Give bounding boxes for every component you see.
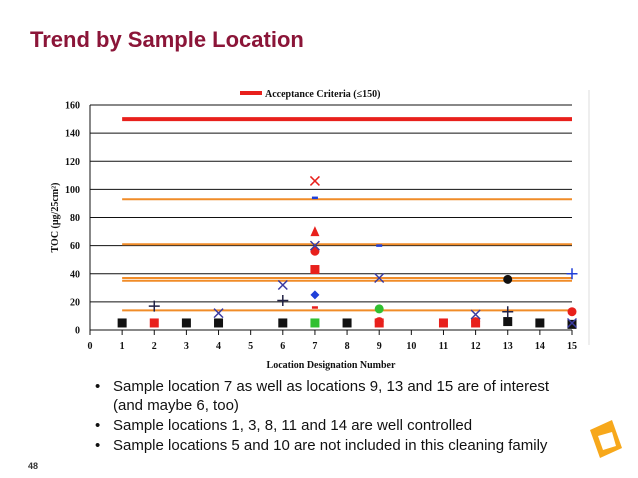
- x-tick-label: 3: [184, 341, 189, 352]
- point: [309, 175, 320, 186]
- point: [310, 246, 320, 256]
- y-tick-label: 160: [65, 101, 80, 112]
- x-tick-label: 14: [535, 341, 545, 352]
- x-tick-label: 0: [88, 341, 93, 352]
- bullet-dot: •: [95, 417, 100, 434]
- y-tick-label: 120: [65, 157, 80, 168]
- point: [566, 268, 578, 280]
- x-tick-label: 6: [280, 341, 285, 352]
- bullet-line: Sample locations 1, 3, 8, 11 and 14 are …: [113, 417, 472, 434]
- page-number: 48: [28, 461, 38, 471]
- point: [374, 317, 384, 327]
- y-tick-label: 140: [65, 129, 80, 140]
- y-tick-label: 40: [70, 269, 80, 280]
- x-tick-label: 15: [567, 341, 577, 352]
- x-tick-label: 13: [503, 341, 513, 352]
- point: [213, 308, 224, 319]
- point: [309, 240, 320, 251]
- point: [438, 318, 448, 328]
- bullet-dot: •: [95, 437, 100, 454]
- point: [310, 265, 320, 275]
- point: [310, 318, 320, 328]
- point: [310, 226, 320, 237]
- bullet-text: Sample location 7 as well as locations 9…: [113, 378, 550, 414]
- slide-title: Trend by Sample Location: [30, 27, 304, 52]
- bullets: • Sample location 7 as well as locations …: [95, 378, 550, 454]
- x-tick-label: 2: [152, 341, 157, 352]
- point: [214, 318, 224, 328]
- logo: [590, 420, 622, 458]
- y-tick-label: 20: [70, 297, 80, 308]
- point: [535, 318, 545, 328]
- point: [566, 317, 578, 328]
- point: [470, 309, 481, 320]
- point: [567, 307, 577, 317]
- legend-label: Acceptance Criteria (≤150): [265, 89, 380, 100]
- bullet-line: Sample locations 5 and 10 are not includ…: [113, 437, 548, 454]
- point: [567, 319, 577, 329]
- point: [277, 294, 289, 306]
- point: [117, 318, 127, 328]
- point: [374, 304, 384, 314]
- point: [342, 318, 352, 328]
- point: [502, 306, 514, 318]
- y-axis-label: TOC (μg/25cm²): [50, 183, 61, 253]
- point: [374, 272, 385, 283]
- y-tick-label: 100: [65, 185, 80, 196]
- x-tick-label: 7: [312, 341, 317, 352]
- bullet-text: Sample locations 5 and 10 are not includ…: [113, 437, 548, 454]
- x-axis-label: Location Designation Number: [267, 360, 396, 371]
- bullet-line: Sample location 7 as well as locations 9…: [113, 378, 550, 395]
- point: [471, 317, 481, 327]
- point: [278, 318, 288, 328]
- bullet-text: Sample locations 1, 3, 8, 11 and 14 are …: [113, 417, 472, 434]
- x-tick-label: 1: [120, 341, 125, 352]
- x-tick-label: 4: [216, 341, 221, 352]
- point: [181, 318, 191, 328]
- x-tick-label: 11: [439, 341, 448, 352]
- point: [503, 317, 513, 327]
- y-tick-label: 60: [70, 241, 80, 252]
- x-tick-label: 12: [471, 341, 481, 352]
- x-tick-label: 9: [377, 341, 382, 352]
- bullet-line: (and maybe 6, too): [113, 397, 239, 414]
- x-tick-label: 8: [345, 341, 350, 352]
- bullet-dot: •: [95, 378, 100, 395]
- point: [148, 300, 160, 312]
- y-tick-label: 80: [70, 213, 80, 224]
- x-tick-label: 5: [248, 341, 253, 352]
- point: [149, 318, 159, 328]
- point: [503, 274, 513, 284]
- point: [310, 290, 320, 300]
- y-tick-label: 0: [75, 326, 80, 337]
- x-tick-label: 10: [406, 341, 416, 352]
- point: [277, 279, 288, 291]
